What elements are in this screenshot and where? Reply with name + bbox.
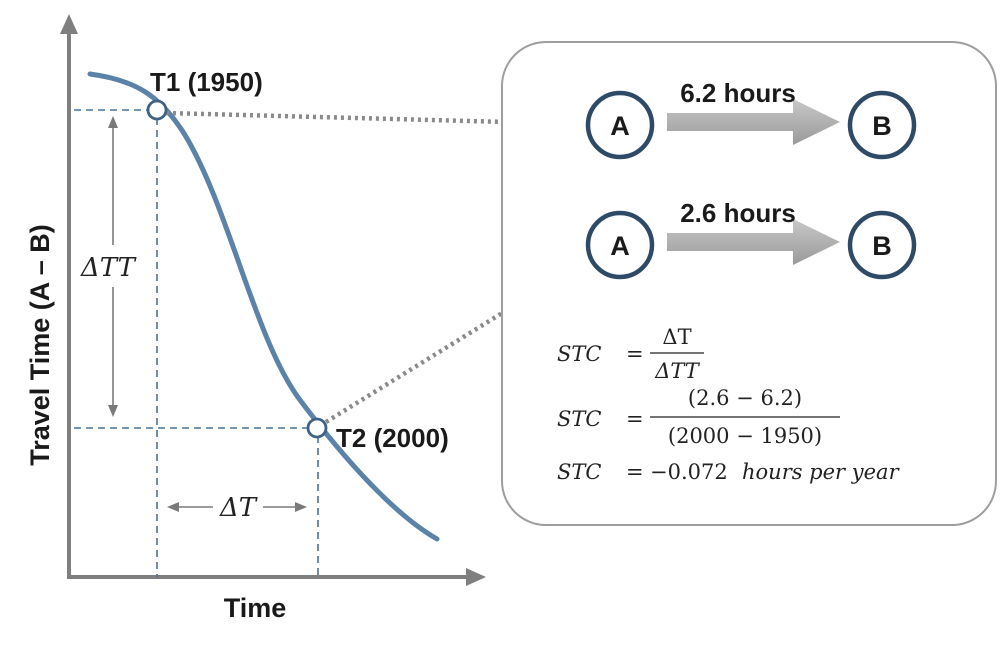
formula-3-lhs: STC xyxy=(557,460,601,484)
guide-lines xyxy=(74,109,319,577)
t1-point xyxy=(146,99,168,121)
stc-formula: STC = ΔT ΔTT STC = (2.6 − 6.2) (2000 − 1… xyxy=(557,325,901,484)
formula-2-denominator: (2000 − 1950) xyxy=(668,424,822,448)
node-a-1950-label: A xyxy=(610,111,630,141)
axes xyxy=(60,14,486,586)
x-axis-arrowhead xyxy=(466,568,486,586)
formula-3-eq: = xyxy=(626,460,644,484)
formula-1-lhs: STC xyxy=(557,342,601,366)
formula-3-unit: hours per year xyxy=(742,460,901,484)
route-2000: A 2.6 hours B xyxy=(585,198,917,280)
formula-1-eq: = xyxy=(626,342,644,366)
x-axis-label: Time xyxy=(224,593,287,623)
formula-2-eq: = xyxy=(626,407,644,431)
node-b-2000-label: B xyxy=(872,231,892,261)
t1-label: T1 (1950) xyxy=(150,67,263,97)
node-b-1950 xyxy=(847,90,917,160)
t2-point xyxy=(306,417,328,439)
node-a-2000-label: A xyxy=(610,231,630,261)
t2-connector xyxy=(324,261,585,424)
connectors xyxy=(165,110,585,424)
formula-1-denominator: ΔTT xyxy=(654,359,701,383)
route-1950-arrow xyxy=(667,99,840,145)
info-panel xyxy=(501,41,997,526)
delta-t-label: ΔT xyxy=(219,493,258,523)
node-b-2000 xyxy=(847,210,917,280)
node-b-1950-label: B xyxy=(872,111,892,141)
route-1950: A 6.2 hours B xyxy=(585,78,917,160)
y-axis-label: Travel Time (A – B) xyxy=(25,224,55,466)
route-2000-duration: 2.6 hours xyxy=(680,198,796,228)
t2-label: T2 (2000) xyxy=(336,423,449,453)
node-a-2000 xyxy=(585,210,655,280)
delta-tt-label: ΔTT xyxy=(80,253,137,283)
travel-time-curve xyxy=(87,71,440,542)
route-2000-arrow xyxy=(667,219,840,265)
formula-3-value: −0.072 xyxy=(650,460,728,484)
route-1950-duration: 6.2 hours xyxy=(680,78,796,108)
delta-tt-arrow xyxy=(108,116,118,417)
formula-2-lhs: STC xyxy=(557,407,601,431)
node-a-1950 xyxy=(585,90,655,160)
formula-1-numerator: ΔT xyxy=(662,325,691,349)
formula-2-numerator: (2.6 − 6.2) xyxy=(688,386,802,410)
delta-t-arrow xyxy=(167,502,307,512)
y-axis-arrowhead xyxy=(60,14,78,34)
